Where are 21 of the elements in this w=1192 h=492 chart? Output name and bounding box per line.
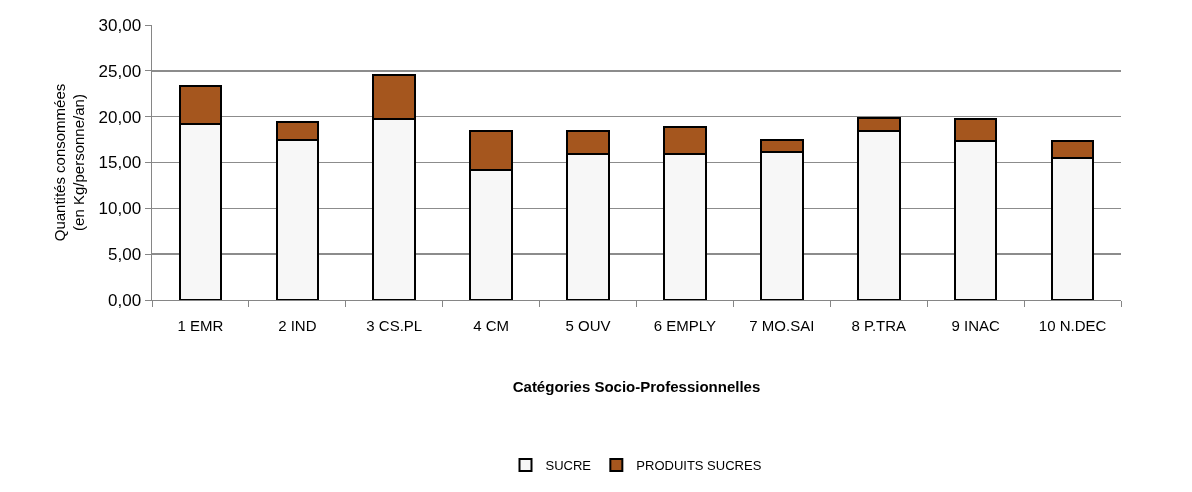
x-tick-label: 9 INAC xyxy=(951,317,1000,334)
y-tick-label: 10,00 xyxy=(98,199,142,219)
x-tick-label: 3 CS.PL xyxy=(366,317,423,334)
y-tick-label: 0,00 xyxy=(108,290,142,310)
y-tick-label: 15,00 xyxy=(98,153,142,173)
y-tick-label: 30,00 xyxy=(98,15,142,35)
legend-label: PRODUITS SUCRES xyxy=(636,458,762,474)
x-tick-label: 2 IND xyxy=(278,317,317,334)
y-tick-label: 5,00 xyxy=(108,245,142,265)
x-axis-title: Catégories Socio-Professionnelles xyxy=(512,378,761,395)
legend-label: SUCRE xyxy=(545,458,592,474)
x-tick-label: 5 OUV xyxy=(565,317,611,334)
y-axis-title: Quantités consommées (en Kg/personne/an) xyxy=(50,83,88,242)
x-tick-label: 1 EMR xyxy=(177,317,224,334)
x-tick-label: 6 EMPLY xyxy=(653,317,717,334)
y-tick-label: 20,00 xyxy=(98,107,142,127)
x-tick-label: 7 MO.SAI xyxy=(749,317,815,334)
y-tick-label: 25,00 xyxy=(98,61,142,81)
x-tick-label: 4 CM xyxy=(473,317,510,334)
x-tick-label: 10 N.DEC xyxy=(1038,317,1107,334)
x-tick-label: 8 P.TRA xyxy=(851,317,907,334)
